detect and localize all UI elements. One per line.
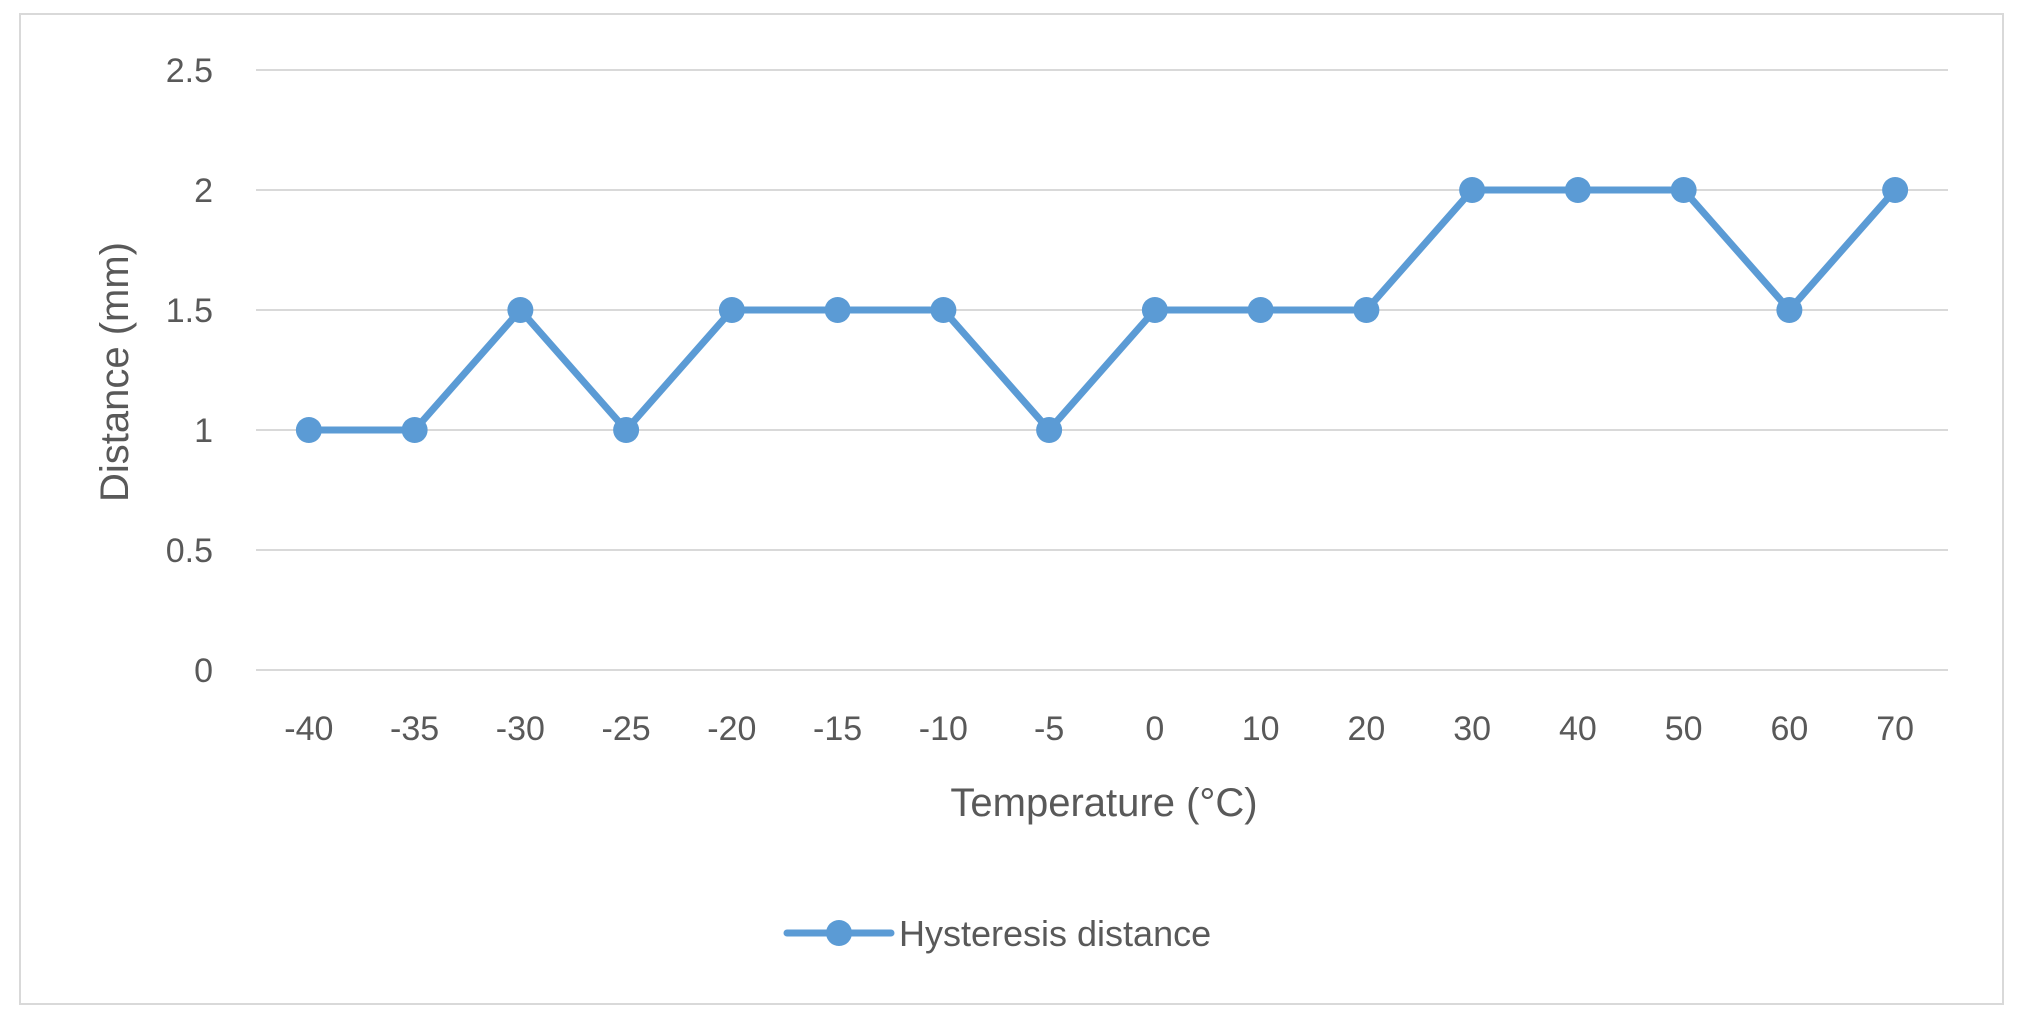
x-tick-label: 60	[1770, 710, 1808, 748]
x-tick-label: -10	[919, 710, 968, 748]
legend-point-marker	[826, 920, 852, 946]
series-line-hysteresis-distance	[305, 186, 1899, 434]
y-tick-label: 2.5	[166, 52, 213, 90]
y-tick-label: 0.5	[166, 532, 213, 570]
x-tick-label: -5	[1034, 710, 1064, 748]
data-point	[930, 297, 957, 323]
x-tick-label: -35	[390, 710, 439, 748]
x-tick-label: 50	[1665, 710, 1703, 748]
y-tick-label: 1.5	[166, 292, 213, 330]
data-point	[1459, 177, 1486, 203]
legend-label: Hysteresis distance	[899, 913, 1211, 954]
x-tick-labels: -40 -35 -30 -25 -20 -15 -10 -5 0 10 20 30 40 50 60 70	[284, 710, 1914, 748]
x-tick-label: -15	[813, 710, 862, 748]
x-tick-label: -20	[707, 710, 756, 748]
legend: Hysteresis distance	[783, 913, 1211, 954]
data-point	[613, 417, 640, 443]
data-point	[1247, 297, 1274, 323]
x-axis-title: Temperature (°C)	[950, 781, 1257, 825]
data-point	[1036, 417, 1063, 443]
data-point	[401, 417, 428, 443]
y-tick-label: 2	[194, 172, 213, 210]
gridlines	[256, 69, 1948, 671]
x-tick-label: -25	[602, 710, 651, 748]
data-point	[507, 297, 534, 323]
data-point	[1141, 297, 1168, 323]
x-tick-label: 70	[1876, 710, 1914, 748]
series-group	[295, 177, 1909, 443]
y-tick-label: 1	[194, 412, 213, 450]
data-point	[824, 297, 851, 323]
x-tick-label: 40	[1559, 710, 1597, 748]
x-tick-label: 10	[1242, 710, 1280, 748]
data-point	[1776, 297, 1803, 323]
x-tick-label: -30	[496, 710, 545, 748]
data-point	[1670, 177, 1697, 203]
data-point	[1882, 177, 1909, 203]
x-tick-label: 30	[1453, 710, 1491, 748]
x-tick-label: 0	[1145, 710, 1164, 748]
y-tick-label: 0	[194, 652, 213, 690]
data-point	[1564, 177, 1591, 203]
chart-border	[19, 13, 2004, 1005]
y-tick-labels: 0 0.5 1 1.5 2 2.5	[166, 52, 213, 690]
data-point	[295, 417, 322, 443]
y-axis-title: Distance (mm)	[93, 242, 137, 502]
data-point	[718, 297, 745, 323]
data-point	[1353, 297, 1380, 323]
x-tick-label: 20	[1347, 710, 1385, 748]
x-tick-label: -40	[284, 710, 333, 748]
